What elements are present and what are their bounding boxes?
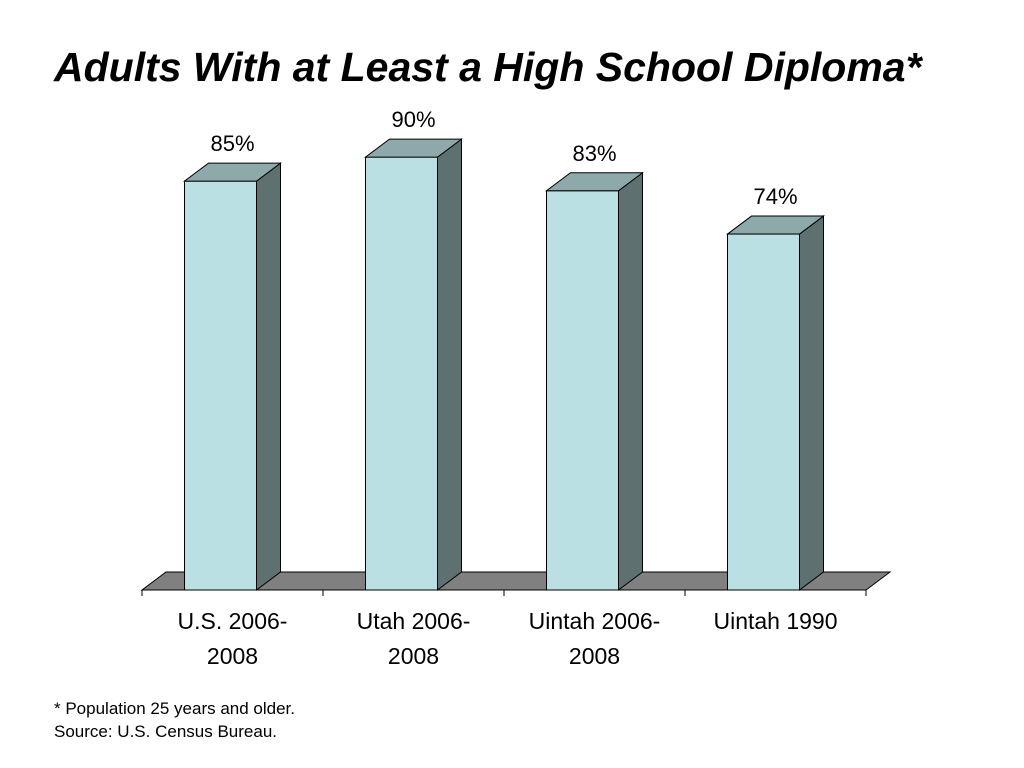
bar-side-face — [438, 139, 462, 590]
category-label-line: 2008 — [143, 639, 323, 674]
category-label: Uintah 1990 — [686, 604, 866, 674]
bar-side-face — [257, 163, 281, 590]
category-label-line — [686, 639, 866, 674]
category-label: Uintah 2006- 2008 — [505, 604, 685, 674]
data-label: 85% — [210, 131, 254, 156]
data-labels: 85% 90% 83% 74% — [210, 107, 797, 209]
category-label-line: Uintah 1990 — [686, 604, 866, 639]
bar-front-face — [547, 191, 619, 590]
footnote-source: Source: U.S. Census Bureau. — [54, 722, 277, 742]
data-label: 83% — [572, 141, 616, 166]
category-label: Utah 2006- 2008 — [324, 604, 504, 674]
category-label-line: Utah 2006- — [324, 604, 504, 639]
category-label-line: 2008 — [324, 639, 504, 674]
x-axis — [142, 590, 866, 596]
bar — [366, 139, 462, 590]
bar-front-face — [366, 157, 438, 590]
footnote-population: * Population 25 years and older. — [54, 699, 295, 719]
bar — [728, 216, 824, 590]
data-label: 74% — [753, 184, 797, 209]
bars — [185, 139, 824, 590]
bar-front-face — [185, 181, 257, 590]
bar — [185, 163, 281, 590]
bar-side-face — [800, 216, 824, 590]
category-label: U.S. 2006- 2008 — [143, 604, 323, 674]
bar-side-face — [619, 173, 643, 590]
category-label-line: 2008 — [505, 639, 685, 674]
bar — [547, 173, 643, 590]
slide: Adults With at Least a High School Diplo… — [0, 0, 1024, 768]
category-label-line: Uintah 2006- — [505, 604, 685, 639]
bar-front-face — [728, 234, 800, 590]
category-label-line: U.S. 2006- — [143, 604, 323, 639]
data-label: 90% — [391, 107, 435, 132]
